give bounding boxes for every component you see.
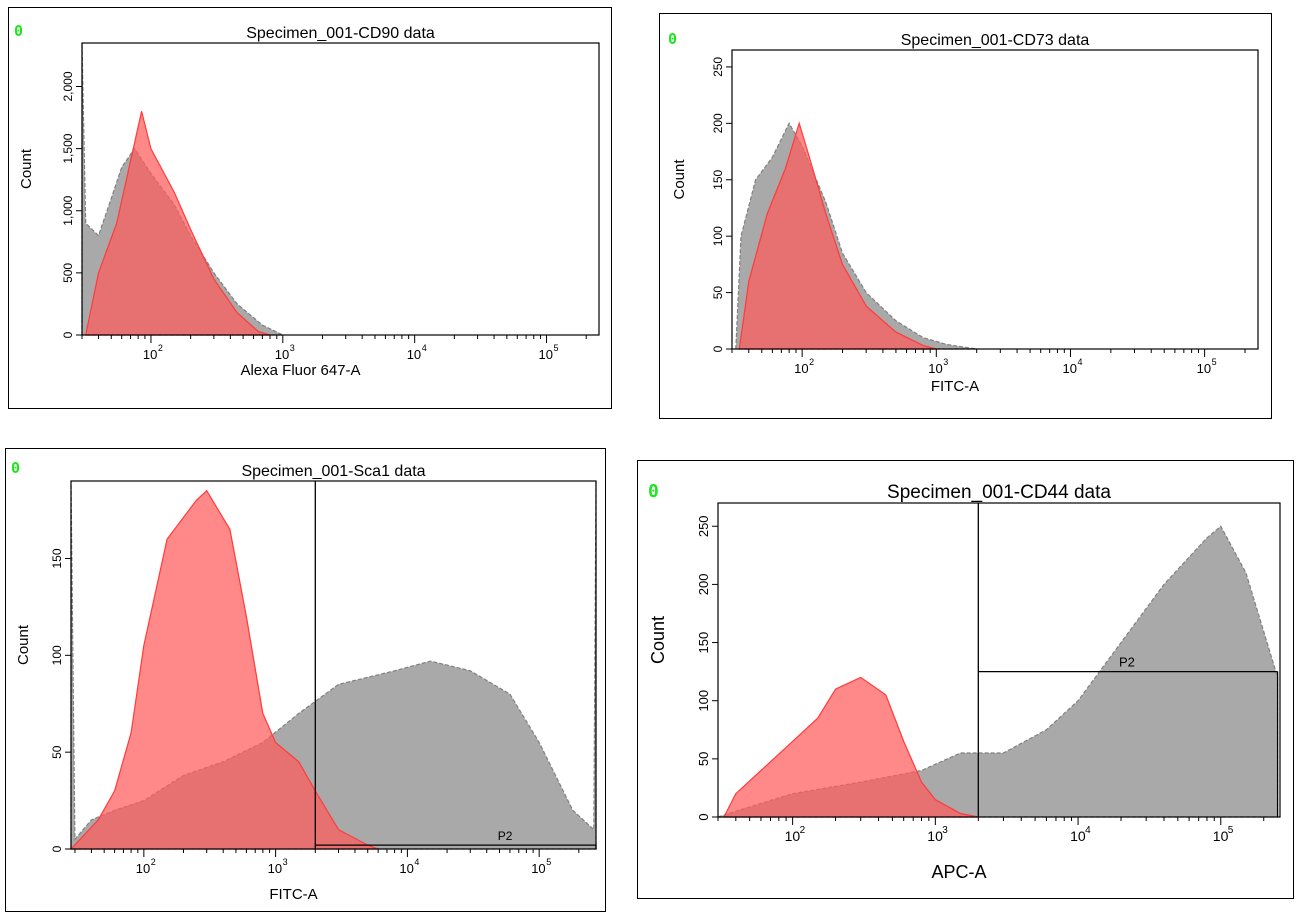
chart-title: Specimen_001-CD90 data — [246, 25, 435, 42]
y-tick-label: 0 — [50, 845, 64, 852]
y-tick-label: 0 — [711, 345, 725, 352]
x-tick-label: 10 — [928, 361, 942, 376]
x-tick-label: 10 — [275, 347, 289, 362]
x-tick-label: 10 — [399, 861, 413, 876]
x-tick-exponent: 5 — [546, 857, 551, 867]
y-tick-label: 250 — [696, 515, 711, 537]
x-tick-label: 10 — [927, 828, 943, 844]
x-tick-exponent: 2 — [800, 825, 806, 836]
y-tick-label: 250 — [711, 57, 725, 77]
y-tick-label: 100 — [711, 226, 725, 246]
plot-frame — [717, 502, 1281, 818]
x-tick-label: 10 — [794, 361, 808, 376]
control-histogram — [717, 525, 1279, 818]
y-tick-label: 2,000 — [61, 71, 75, 101]
sample-histogram — [738, 121, 937, 350]
panel-marker: 0 — [668, 30, 678, 48]
x-tick-label: 10 — [531, 861, 545, 876]
plot-frame — [81, 42, 600, 336]
y-tick-label: 150 — [711, 169, 725, 189]
histogram-cd73: 10 2 10 3 10 4 10 5050100150200250Specimen_001-… — [671, 32, 1259, 395]
y-tick-label: 150 — [50, 548, 64, 568]
x-tick-exponent: 2 — [158, 343, 163, 353]
x-tick-label: 10 — [268, 861, 282, 876]
sample-histogram — [84, 111, 271, 336]
y-tick-label: 50 — [50, 745, 64, 759]
sample-histogram — [69, 489, 379, 850]
x-tick-exponent: 3 — [290, 343, 295, 353]
y-tick-label: 200 — [696, 574, 711, 596]
control-histogram — [70, 480, 597, 850]
y-axis-label: Count — [671, 159, 688, 200]
x-tick-label: 10 — [1213, 828, 1229, 844]
panel-marker: 0 — [14, 22, 24, 40]
x-tick-exponent: 2 — [151, 857, 156, 867]
x-tick-label: 10 — [1197, 361, 1211, 376]
histogram-cd90: 10 2 10 3 10 4 10 505001,0001,5002,000Specimen_… — [18, 25, 600, 379]
sample-histogram — [722, 676, 979, 818]
x-tick-exponent: 5 — [1212, 357, 1217, 367]
x-axis-label: FITC-A — [269, 886, 317, 903]
panel-marker: 0 — [11, 459, 21, 477]
y-tick-label: 500 — [61, 263, 75, 283]
x-axis-label: APC-A — [931, 862, 986, 882]
gate-label: P2 — [498, 829, 513, 843]
chart-panel-cd90: 0 10 2 10 3 10 4 10 5 0 500 1,000 1,500 2,000 Specime… — [8, 7, 612, 409]
y-tick-label: 150 — [696, 632, 711, 654]
x-tick-exponent: 5 — [554, 343, 559, 353]
y-tick-label: 0 — [696, 813, 711, 820]
y-tick-label: 100 — [696, 690, 711, 712]
x-tick-label: 10 — [143, 347, 157, 362]
y-tick-label: 1,000 — [61, 195, 75, 225]
y-axis-label: Count — [15, 624, 32, 665]
x-tick-exponent: 3 — [943, 357, 948, 367]
y-tick-label: 1,500 — [61, 133, 75, 163]
gate-label: P2 — [1119, 655, 1135, 670]
x-tick-label: 10 — [1070, 828, 1086, 844]
x-tick-exponent: 2 — [809, 357, 814, 367]
x-tick-label: 10 — [407, 347, 421, 362]
x-tick-exponent: 3 — [942, 825, 948, 836]
x-tick-exponent: 4 — [1078, 357, 1083, 367]
plot-frame — [70, 480, 597, 850]
x-axis-label: FITC-A — [931, 378, 979, 395]
y-tick-label: 0 — [61, 331, 75, 338]
chart-panel-cd73: 0 10 2 10 3 10 4 10 5 0 50 100 150 200 250 Specimen_00… — [659, 13, 1272, 419]
x-tick-exponent: 4 — [414, 857, 419, 867]
gate-p2 — [977, 503, 1279, 817]
y-axis-label: Count — [648, 616, 668, 664]
x-tick-exponent: 4 — [422, 343, 427, 353]
x-tick-label: 10 — [136, 861, 150, 876]
x-tick-label: 10 — [539, 347, 553, 362]
y-tick-label: 100 — [50, 645, 64, 665]
x-tick-label: 10 — [785, 828, 801, 844]
chart-panel-sca1: 0 P2 10 2 10 3 10 4 10 5 0 50 100 150 Specimen_001-Sc… — [5, 448, 606, 912]
x-tick-exponent: 4 — [1085, 825, 1091, 836]
chart-panel-cd44: 0 P2 10 2 10 3 10 4 10 5 0 50 100 150 200 250 Specimen_… — [637, 460, 1294, 899]
x-tick-exponent: 3 — [283, 857, 288, 867]
x-tick-exponent: 5 — [1228, 825, 1234, 836]
y-tick-label: 200 — [711, 113, 725, 133]
chart-title: Specimen_001-Sca1 data — [241, 463, 425, 480]
chart-title: Specimen_001-CD73 data — [901, 32, 1090, 49]
panel-marker: 0 — [648, 481, 659, 502]
x-axis-label: Alexa Fluor 647-A — [240, 362, 360, 379]
y-axis-label: Count — [18, 148, 35, 189]
x-tick-label: 10 — [1063, 361, 1077, 376]
chart-title: Specimen_001-CD44 data — [887, 482, 1111, 503]
y-tick-label: 50 — [711, 286, 725, 300]
y-tick-label: 50 — [696, 752, 711, 766]
plot-frame — [731, 49, 1259, 350]
